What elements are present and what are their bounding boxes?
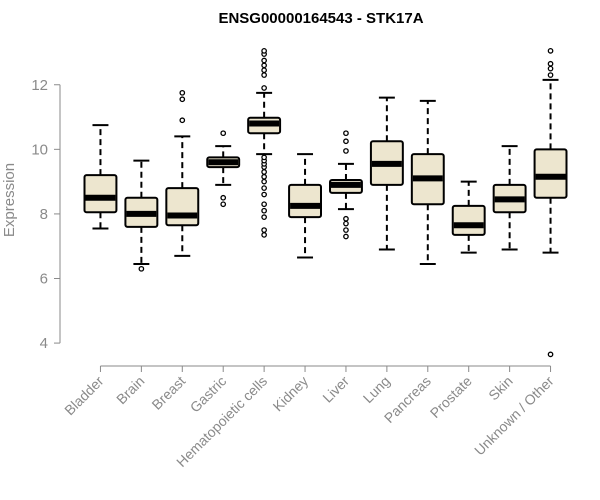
box-unknown-other xyxy=(533,47,568,358)
outlier-point xyxy=(547,47,554,54)
outlier-point xyxy=(261,207,267,214)
box-bladder xyxy=(83,124,118,230)
y-tick-label: 12 xyxy=(31,77,48,94)
outlier-point xyxy=(261,85,267,91)
x-tick-label: Bladder xyxy=(61,373,107,419)
outlier-point xyxy=(261,201,267,208)
outlier-point xyxy=(261,72,267,78)
outlier-point xyxy=(343,227,349,233)
box-iqr xyxy=(83,174,118,214)
outlier-point xyxy=(220,201,227,208)
box-iqr xyxy=(165,187,200,227)
x-tick-label: Kidney xyxy=(270,373,312,415)
chart-title: ENSG00000164543 - STK17A xyxy=(218,10,423,27)
outlier-point xyxy=(261,173,267,180)
outlier-point xyxy=(261,214,267,220)
box-kidney xyxy=(288,153,322,259)
box-iqr xyxy=(288,183,322,219)
outlier-point xyxy=(261,47,267,54)
x-tick-label: Liver xyxy=(319,373,352,406)
box-liver xyxy=(329,130,363,240)
outlier-point xyxy=(343,148,349,154)
outlier-point xyxy=(261,169,267,175)
outlier-point xyxy=(138,265,145,272)
y-tick-label: 4 xyxy=(40,335,48,352)
y-axis-label: Expression xyxy=(1,163,18,237)
box-iqr xyxy=(451,204,486,236)
outlier-point xyxy=(547,72,554,78)
outlier-point xyxy=(179,96,186,103)
y-tick-label: 8 xyxy=(40,206,48,223)
x-tick-label: Skin xyxy=(485,373,516,404)
box-iqr xyxy=(533,148,568,199)
box-pancreas xyxy=(410,99,445,265)
outlier-point xyxy=(547,60,554,67)
outlier-point xyxy=(179,117,186,124)
box-skin xyxy=(492,145,527,251)
y-tick-label: 6 xyxy=(40,271,48,288)
outlier-point xyxy=(261,178,267,185)
box-lung xyxy=(369,96,404,251)
outlier-point xyxy=(179,89,186,96)
x-tick-label: Lung xyxy=(360,373,393,406)
outlier-point xyxy=(261,57,267,64)
y-axis: 4 6 8 10 12 xyxy=(31,77,61,352)
box-series xyxy=(83,47,568,358)
outlier-point xyxy=(261,67,267,74)
outlier-point xyxy=(261,154,267,161)
outlier-point xyxy=(547,65,554,72)
y-tick-label: 10 xyxy=(31,141,48,158)
outlier-point xyxy=(343,220,349,227)
outlier-point xyxy=(261,191,267,198)
box-breast xyxy=(165,89,200,257)
box-brain xyxy=(124,159,159,272)
box-prostate xyxy=(451,180,486,254)
outlier-point xyxy=(261,185,267,191)
outlier-point xyxy=(343,233,349,240)
outlier-point xyxy=(343,215,349,222)
x-tick-label: Breast xyxy=(148,373,188,413)
outlier-point xyxy=(343,130,349,137)
x-tick-label: Brain xyxy=(113,373,147,407)
outlier-point xyxy=(220,194,227,201)
box-gastric xyxy=(206,130,241,208)
outlier-point xyxy=(261,232,267,238)
outlier-point xyxy=(220,130,227,137)
outlier-point xyxy=(547,351,554,358)
outlier-point xyxy=(261,62,267,69)
outlier-point xyxy=(261,227,267,233)
x-tick-label: Prostate xyxy=(427,373,475,421)
box-hematopoietic-cells xyxy=(247,47,282,238)
outlier-point xyxy=(343,138,349,145)
